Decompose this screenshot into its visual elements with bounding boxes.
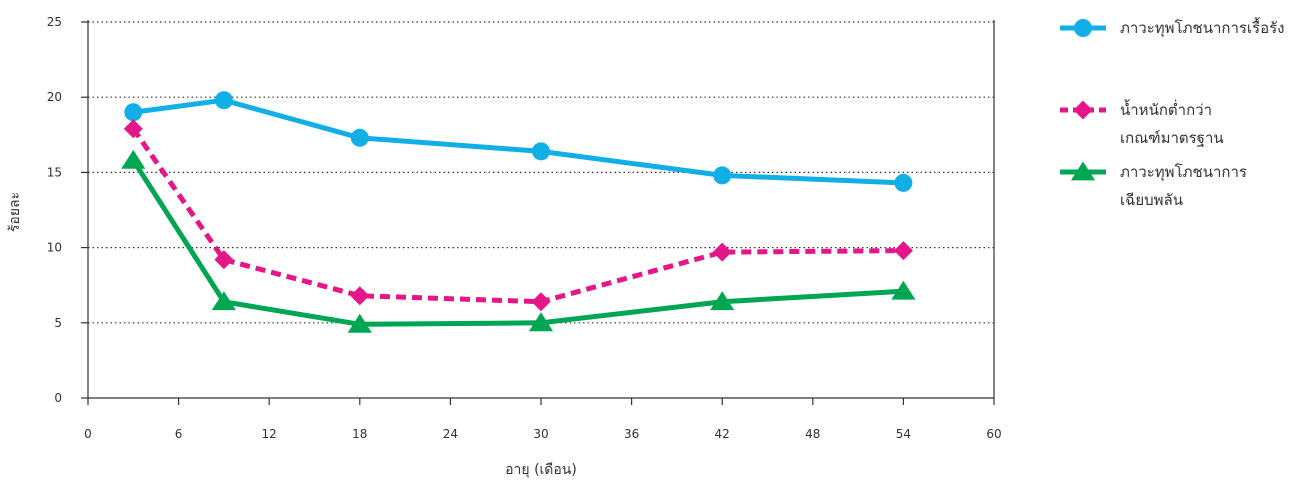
legend-marker xyxy=(1074,19,1092,37)
data-point xyxy=(214,91,233,110)
y-axis-ticks: 0 5 10 15 20 25 xyxy=(47,15,88,405)
series-2 xyxy=(123,119,913,312)
data-point xyxy=(350,286,370,306)
data-point xyxy=(124,103,143,122)
x-tick-label: 54 xyxy=(896,427,911,441)
x-tick-label: 18 xyxy=(352,427,367,441)
y-tick-label: 20 xyxy=(47,90,62,104)
x-tick-label: 36 xyxy=(624,427,639,441)
y-tick-label: 5 xyxy=(54,316,62,330)
data-point xyxy=(894,173,913,192)
series-line xyxy=(131,159,904,327)
legend-item: ภาวะทุพโภชนาการเรื้อรัง xyxy=(1058,14,1308,74)
legend-label: ภาวะทุพโภชนาการ เฉียบพลัน xyxy=(1120,163,1247,209)
x-tick-label: 60 xyxy=(986,427,1001,441)
y-tick-label: 25 xyxy=(47,15,62,29)
x-tick-label: 6 xyxy=(175,427,183,441)
y-axis-label: ร้อยละ xyxy=(7,192,23,232)
data-point xyxy=(528,312,554,332)
legend-swatch xyxy=(1060,161,1106,181)
legend-swatch xyxy=(1060,19,1106,37)
legend-marker xyxy=(1070,161,1096,181)
x-tick-label: 48 xyxy=(805,427,820,441)
line-chart: 0 6 12 18 24 30 36 42 48 54 60 0 5 10 15 20 25 อายุ (เด… xyxy=(7,15,1002,478)
data-point xyxy=(532,142,550,161)
data-point xyxy=(891,280,916,300)
data-point xyxy=(121,149,146,169)
data-point xyxy=(712,242,732,262)
legend-item: น้ำหนักต่ำกว่า เกณฑ์มาตรฐาน xyxy=(1058,96,1308,156)
series-1 xyxy=(124,91,913,192)
data-point xyxy=(531,292,551,312)
legend-label: น้ำหนักต่ำกว่า เกณฑ์มาตรฐาน xyxy=(1120,101,1224,147)
series-line xyxy=(132,97,904,186)
y-tick-label: 10 xyxy=(47,241,62,255)
data-point xyxy=(893,241,913,261)
x-axis-ticks: 0 6 12 18 24 30 36 42 48 54 60 xyxy=(84,398,1002,441)
x-tick-label: 24 xyxy=(443,427,458,441)
data-point xyxy=(713,166,732,185)
legend: ภาวะทุพโภชนาการเรื้อรังน้ำหนักต่ำกว่า เก… xyxy=(1058,14,1308,218)
data-point xyxy=(347,313,372,333)
series-3 xyxy=(121,149,916,333)
x-tick-label: 0 xyxy=(84,427,92,441)
y-tick-label: 0 xyxy=(54,391,62,405)
x-tick-label: 42 xyxy=(715,427,730,441)
y-tick-label: 15 xyxy=(47,165,62,179)
series-group xyxy=(121,91,916,333)
x-tick-label: 30 xyxy=(533,427,548,441)
data-point xyxy=(214,250,234,270)
legend-marker xyxy=(1073,100,1093,120)
legend-item: ภาวะทุพโภชนาการ เฉียบพลัน xyxy=(1058,158,1308,218)
x-tick-label: 12 xyxy=(262,427,277,441)
data-point xyxy=(710,291,735,311)
data-point xyxy=(211,291,236,311)
data-point xyxy=(123,119,143,139)
x-axis-label: อายุ (เดือน) xyxy=(505,462,577,478)
grid-lines xyxy=(88,21,994,324)
series-line xyxy=(131,127,904,305)
axes xyxy=(87,20,995,399)
legend-label: ภาวะทุพโภชนาการเรื้อรัง xyxy=(1120,19,1285,37)
data-point xyxy=(350,128,369,147)
legend-swatch xyxy=(1060,100,1106,120)
